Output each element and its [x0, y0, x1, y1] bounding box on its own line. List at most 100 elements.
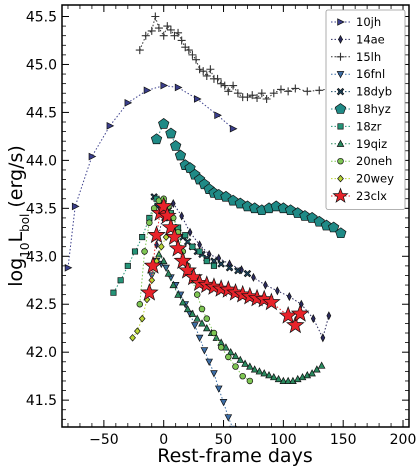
series-23clx [140, 196, 310, 334]
data-point-19qiz [188, 309, 197, 317]
y-tick-label: 43.0 [26, 249, 57, 265]
data-point-18zr [203, 258, 210, 265]
data-point-18hyz [165, 127, 177, 139]
data-point-15lh [163, 22, 172, 31]
data-point-15lh [141, 31, 150, 40]
data-point-14ae [326, 311, 332, 321]
data-point-19qiz [274, 374, 283, 383]
y-tick-label: 44.5 [26, 105, 57, 121]
data-point-19qiz [179, 298, 187, 306]
data-point-19qiz [289, 376, 297, 385]
legend-marker-18zr [337, 123, 344, 130]
data-point-18hyz [158, 117, 170, 129]
data-point-19qiz [293, 374, 302, 383]
legend-label-19qiz: 19qiz [356, 137, 387, 151]
data-point-20neh [146, 219, 153, 226]
data-point-15lh [206, 65, 215, 74]
data-point-18zr [146, 214, 153, 221]
data-point-23clx [262, 292, 281, 311]
data-point-16fnl [219, 399, 228, 407]
data-point-10jh [124, 99, 133, 107]
data-point-23clx [154, 196, 173, 215]
data-point-20neh [193, 291, 201, 298]
data-point-15lh [243, 93, 252, 102]
data-point-19qiz [284, 376, 292, 385]
y-tick-label: 45.0 [26, 57, 57, 73]
data-point-10jh [193, 95, 202, 103]
data-point-20neh [136, 301, 144, 308]
y-axis-title-L: L [5, 232, 27, 243]
data-point-16fnl [214, 385, 223, 393]
data-point-20neh [198, 305, 206, 313]
legend-marker-15lh [336, 52, 345, 61]
x-tick-labels: −50 0 50 100 150 200 [89, 432, 416, 448]
data-point-18hyz [327, 221, 340, 233]
x-tick-label: 0 [159, 432, 168, 448]
data-point-23clx [290, 304, 310, 322]
data-point-23clx [173, 251, 193, 269]
legend-label-15lh: 15lh [356, 50, 381, 64]
series-line-15lh [139, 14, 332, 100]
data-point-19qiz [231, 351, 240, 360]
legend-marker-19qiz [336, 139, 345, 147]
series-18hyz [150, 117, 347, 239]
legend-label-20neh: 20neh [356, 154, 392, 168]
data-point-20neh [239, 372, 246, 380]
data-point-15lh [147, 26, 156, 35]
data-point-10jh [143, 86, 152, 95]
legend: 10jh 14ae 15lh 16fnl 18dyb 18hyz 18zr 19qiz 20ne… [325, 9, 406, 210]
data-point-15lh [195, 65, 204, 74]
data-point-15lh [154, 24, 163, 33]
data-point-23clx [161, 217, 181, 236]
data-point-14ae [179, 211, 185, 221]
data-point-15lh [257, 89, 266, 98]
series-10jh [64, 81, 238, 272]
legend-marker-16fnl [336, 71, 345, 79]
data-point-19qiz [174, 290, 182, 298]
data-point-20wey [138, 314, 146, 323]
data-point-14ae [187, 227, 193, 237]
data-point-10jh [88, 152, 97, 161]
data-point-15lh [220, 81, 229, 90]
data-point-23clx [140, 282, 159, 301]
data-point-23clx [143, 256, 163, 274]
data-point-19qiz [265, 371, 273, 379]
data-point-20neh [210, 329, 218, 337]
legend-label-18zr: 18zr [356, 119, 382, 133]
data-point-15lh [229, 81, 238, 90]
data-point-16fnl [210, 370, 218, 378]
data-point-15lh [248, 91, 257, 100]
data-point-10jh [160, 81, 169, 90]
data-point-15lh [233, 89, 242, 98]
data-point-20wey [134, 327, 141, 335]
data-point-10jh [174, 83, 183, 92]
data-point-16fnl [229, 425, 237, 427]
series-line-14ae [156, 202, 330, 340]
data-point-18zr [139, 234, 146, 241]
data-point-19qiz [246, 362, 254, 370]
y-tick-label: 41.5 [26, 393, 57, 409]
data-point-16fnl [162, 264, 170, 272]
legend-marker-18dyb [336, 87, 345, 96]
data-point-14ae [251, 272, 256, 282]
y-axis-title-sub10: 10 [18, 243, 32, 258]
data-point-15lh [192, 55, 201, 64]
data-point-18dyb [217, 260, 225, 268]
data-point-19qiz [269, 372, 278, 381]
data-point-14ae [310, 314, 316, 324]
data-point-18hyz [174, 149, 187, 161]
legend-marker-10jh [337, 18, 345, 26]
data-point-19qiz [183, 304, 192, 313]
y-axis-title-log: log [5, 258, 27, 287]
data-point-18zr [189, 243, 196, 250]
data-point-14ae [170, 198, 176, 209]
data-point-15lh [151, 12, 160, 21]
x-tick-label: 100 [270, 432, 297, 448]
series-19qiz [155, 250, 326, 385]
data-point-18zr [124, 262, 131, 269]
y-tick-label: 45.5 [26, 10, 57, 26]
data-point-19qiz [198, 319, 206, 327]
legend-label-18hyz: 18hyz [356, 102, 391, 116]
data-point-16fnl [200, 347, 209, 355]
data-point-18zr [110, 289, 117, 296]
